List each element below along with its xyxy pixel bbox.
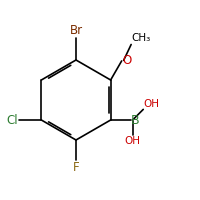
Text: CH₃: CH₃ [132, 33, 151, 43]
Text: Br: Br [69, 24, 83, 37]
Text: B: B [131, 114, 140, 127]
Text: Cl: Cl [7, 114, 18, 127]
Text: F: F [73, 161, 79, 174]
Text: OH: OH [144, 99, 160, 109]
Text: O: O [123, 54, 132, 67]
Text: OH: OH [125, 136, 141, 146]
